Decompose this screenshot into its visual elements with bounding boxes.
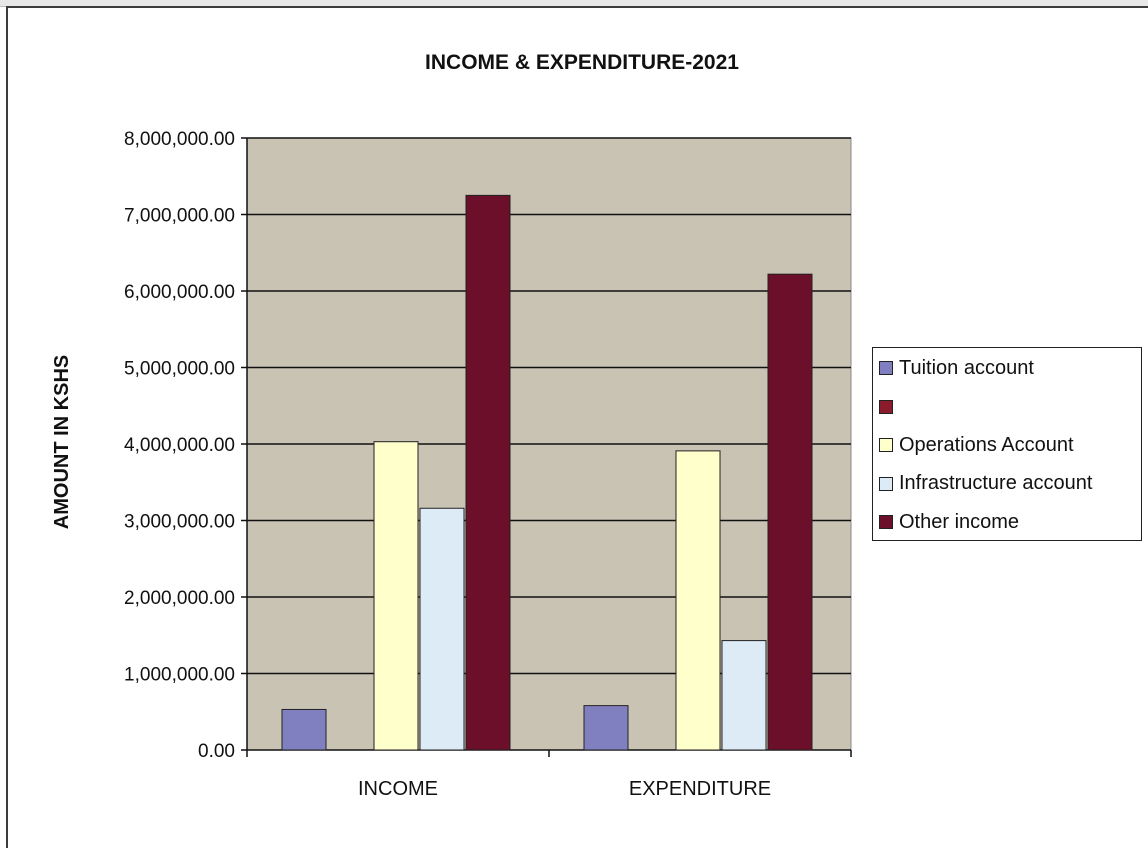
legend-swatch (879, 515, 893, 529)
legend-item: Operations Account (879, 434, 1074, 456)
legend: Tuition account Operations Account Infrast… (872, 347, 1142, 541)
legend-label: Other income (899, 510, 1020, 533)
x-tick-label: EXPENDITURE (629, 778, 771, 800)
bar (675, 450, 721, 751)
y-tick-label: 6,000,000.00 (124, 282, 235, 303)
legend-item (879, 396, 899, 418)
bar (373, 441, 419, 751)
bar (465, 194, 511, 751)
legend-item: Other income (879, 511, 1019, 533)
y-tick-label: 1,000,000.00 (124, 665, 235, 686)
bar (721, 640, 767, 751)
y-tick-label: 4,000,000.00 (124, 435, 235, 456)
y-tick-label: 2,000,000.00 (124, 588, 235, 609)
legend-swatch (879, 476, 893, 491)
legend-label: Tuition account (899, 356, 1034, 379)
legend-swatch (879, 361, 893, 375)
legend-item: Infrastructure account (879, 472, 1093, 495)
legend-swatch (879, 438, 893, 452)
bar (281, 708, 327, 751)
legend-label: Infrastructure account (899, 472, 1093, 494)
plot-area: 0.00 1,000,000.00 2,000,000.00 3,000,000.00… (124, 129, 852, 800)
y-tick-label: 5,000,000.00 (124, 359, 235, 380)
bar (767, 273, 813, 751)
legend-label: Operations Account (899, 433, 1074, 456)
bar-chart: INCOME & EXPENDITURE-2021 AMOUNT IN KSHS… (51, 51, 852, 800)
y-tick-label: 3,000,000.00 (124, 512, 235, 533)
legend-swatch (879, 399, 893, 414)
bar (419, 507, 465, 751)
y-tick-label: 8,000,000.00 (124, 129, 235, 150)
y-tick-label: 7,000,000.00 (124, 206, 235, 227)
chart-title: INCOME & EXPENDITURE-2021 (425, 51, 739, 74)
y-tick-label: 0.00 (198, 741, 235, 762)
y-axis-label: AMOUNT IN KSHS (51, 355, 73, 529)
legend-item: Tuition account (879, 357, 1034, 379)
bar (583, 705, 629, 751)
x-tick-label: INCOME (358, 778, 438, 800)
